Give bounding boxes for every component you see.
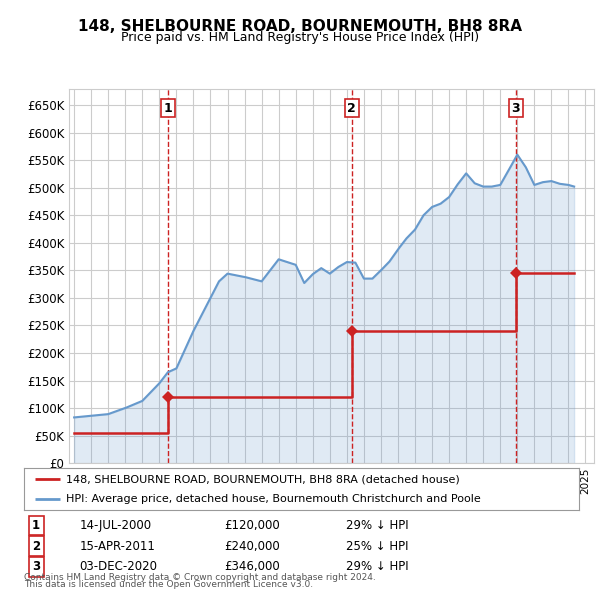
Text: Contains HM Land Registry data © Crown copyright and database right 2024.: Contains HM Land Registry data © Crown c… bbox=[24, 573, 376, 582]
Text: 3: 3 bbox=[32, 560, 40, 573]
Text: 29% ↓ HPI: 29% ↓ HPI bbox=[346, 560, 409, 573]
Text: 2: 2 bbox=[347, 101, 356, 114]
Text: 2: 2 bbox=[32, 540, 40, 553]
Text: 1: 1 bbox=[164, 101, 173, 114]
Text: 03-DEC-2020: 03-DEC-2020 bbox=[79, 560, 157, 573]
Text: 148, SHELBOURNE ROAD, BOURNEMOUTH, BH8 8RA (detached house): 148, SHELBOURNE ROAD, BOURNEMOUTH, BH8 8… bbox=[65, 474, 460, 484]
Text: 15-APR-2011: 15-APR-2011 bbox=[79, 540, 155, 553]
Text: £240,000: £240,000 bbox=[224, 540, 280, 553]
Text: 14-JUL-2000: 14-JUL-2000 bbox=[79, 519, 152, 532]
Text: 3: 3 bbox=[512, 101, 520, 114]
Text: 29% ↓ HPI: 29% ↓ HPI bbox=[346, 519, 409, 532]
Text: HPI: Average price, detached house, Bournemouth Christchurch and Poole: HPI: Average price, detached house, Bour… bbox=[65, 494, 481, 504]
Text: 148, SHELBOURNE ROAD, BOURNEMOUTH, BH8 8RA: 148, SHELBOURNE ROAD, BOURNEMOUTH, BH8 8… bbox=[78, 19, 522, 34]
Text: 1: 1 bbox=[32, 519, 40, 532]
Text: £346,000: £346,000 bbox=[224, 560, 280, 573]
Text: 25% ↓ HPI: 25% ↓ HPI bbox=[346, 540, 409, 553]
Text: This data is licensed under the Open Government Licence v3.0.: This data is licensed under the Open Gov… bbox=[24, 581, 313, 589]
Text: £120,000: £120,000 bbox=[224, 519, 280, 532]
Text: Price paid vs. HM Land Registry's House Price Index (HPI): Price paid vs. HM Land Registry's House … bbox=[121, 31, 479, 44]
